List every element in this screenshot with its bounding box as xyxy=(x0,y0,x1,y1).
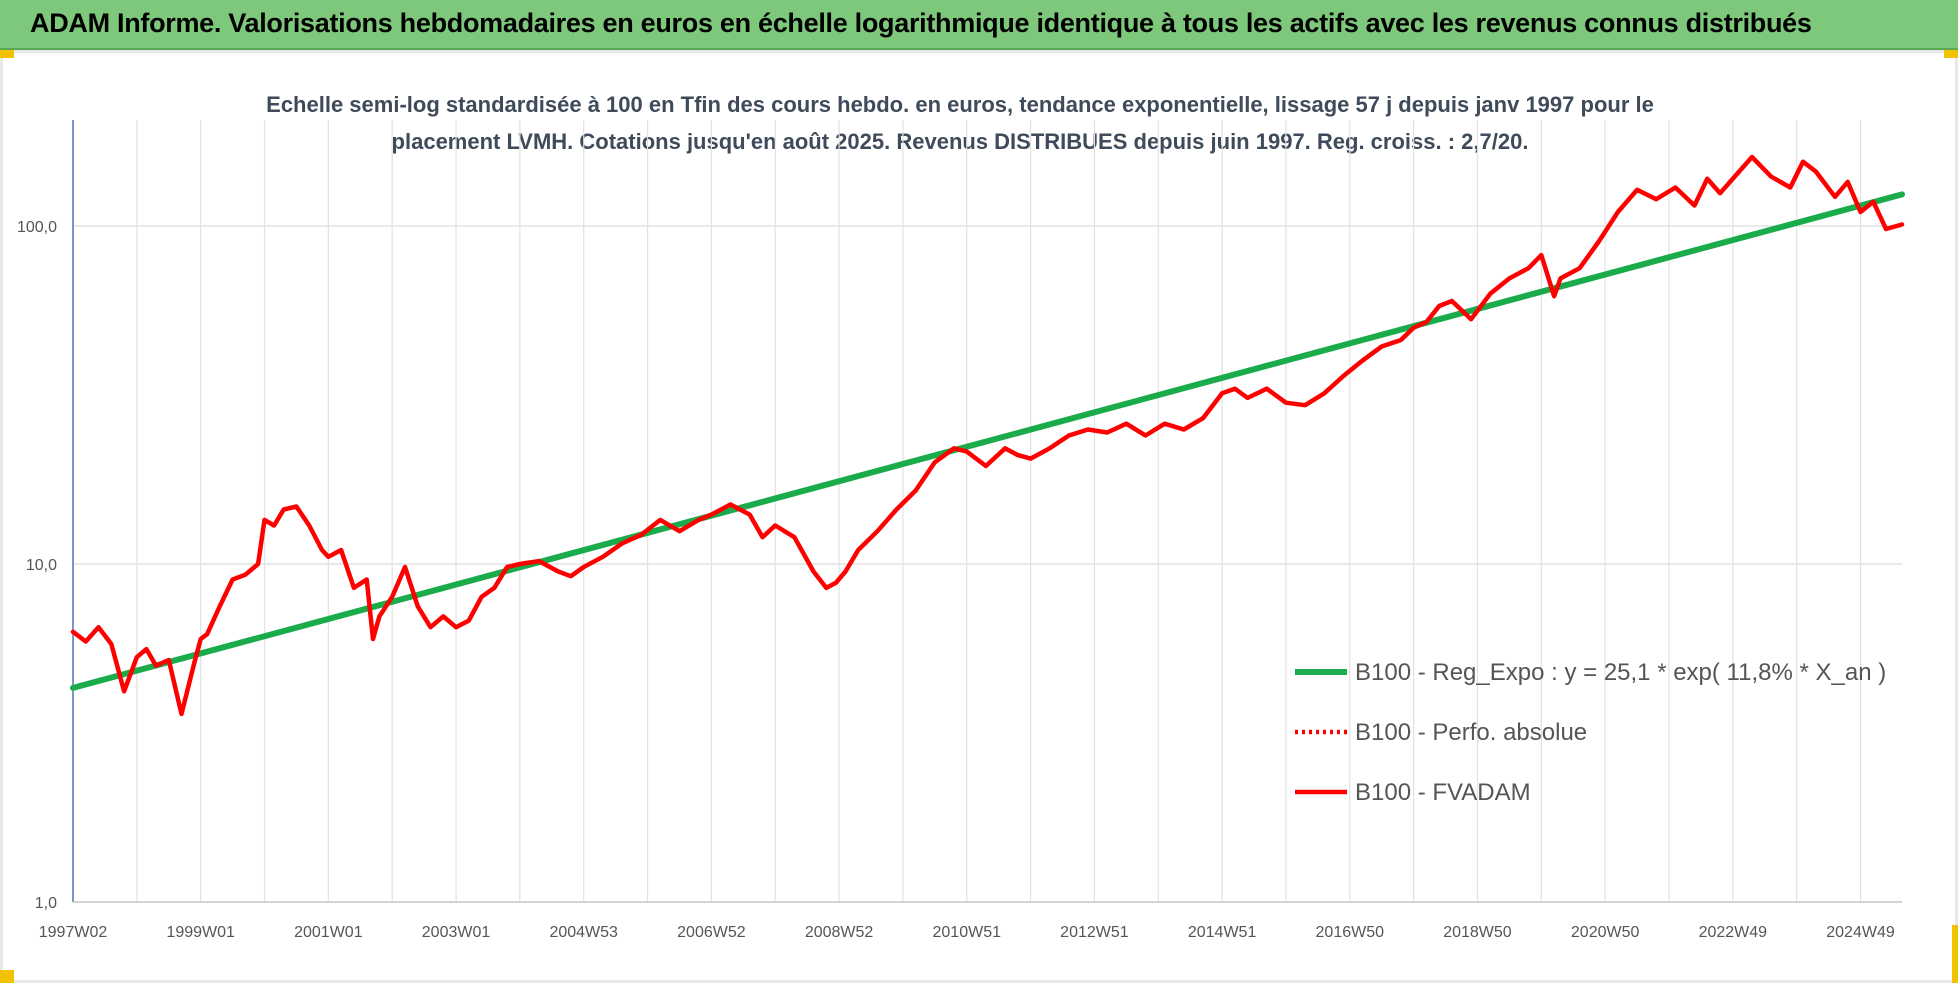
chart-frame xyxy=(0,50,1958,983)
legend-label: B100 - Perfo. absolue xyxy=(1355,719,1587,746)
x-tick-label: 2003W01 xyxy=(422,924,491,941)
series-line-regression xyxy=(70,191,1905,691)
legend-label: B100 - Reg_Expo : y = 25,1 * exp( 11,8% … xyxy=(1355,659,1886,686)
x-tick-label: 2001W01 xyxy=(294,924,363,941)
x-tick-label: 2004W53 xyxy=(549,924,618,941)
x-tick-label: 2022W49 xyxy=(1699,924,1768,941)
x-tick-label: 1997W02 xyxy=(39,924,108,941)
x-tick-label: 2020W50 xyxy=(1571,924,1640,941)
chart-title: Echelle semi-log standardisée à 100 en T… xyxy=(160,86,1760,160)
series-line-fvadam xyxy=(70,154,1905,717)
x-axis: 1997W02 1999W01 2001W01 2003W01 2004W53 2006W… xyxy=(39,924,1895,941)
chart-title-line-1: Echelle semi-log standardisée à 100 en T… xyxy=(266,92,1654,117)
header-banner: ADAM Informe. Valorisations hebdomadaire… xyxy=(0,0,1958,50)
x-tick-label: 2014W51 xyxy=(1188,924,1257,941)
grid-lines xyxy=(72,120,1902,903)
corner-marker-top-right xyxy=(1944,50,1958,58)
y-tick-label: 100,0 xyxy=(17,219,57,236)
corner-marker-bottom-right xyxy=(1952,925,1958,983)
x-tick-label: 2024W49 xyxy=(1826,924,1895,941)
legend-label: B100 - FVADAM xyxy=(1355,779,1531,806)
series-group xyxy=(70,154,1905,717)
x-tick-label: 2018W50 xyxy=(1443,924,1512,941)
x-tick-label: 2010W51 xyxy=(933,924,1002,941)
x-tick-label: 2008W52 xyxy=(805,924,874,941)
y-tick-label: 1,0 xyxy=(35,895,57,912)
y-axis: 1,0 10,0 100,0 xyxy=(17,219,57,912)
x-tick-label: 2016W50 xyxy=(1316,924,1385,941)
page-title: ADAM Informe. Valorisations hebdomadaire… xyxy=(30,8,1812,38)
x-tick-label: 2006W52 xyxy=(677,924,746,941)
chart-title-line-2: placement LVMH. Cotations jusqu'en août … xyxy=(391,129,1529,154)
x-tick-label: 2012W51 xyxy=(1060,924,1129,941)
legend: B100 - Reg_Expo : y = 25,1 * exp( 11,8% … xyxy=(1295,659,1886,806)
corner-marker-bottom-left xyxy=(0,970,14,983)
corner-marker-top-left xyxy=(0,50,14,58)
x-tick-label: 1999W01 xyxy=(166,924,235,941)
y-tick-label: 10,0 xyxy=(26,557,57,574)
